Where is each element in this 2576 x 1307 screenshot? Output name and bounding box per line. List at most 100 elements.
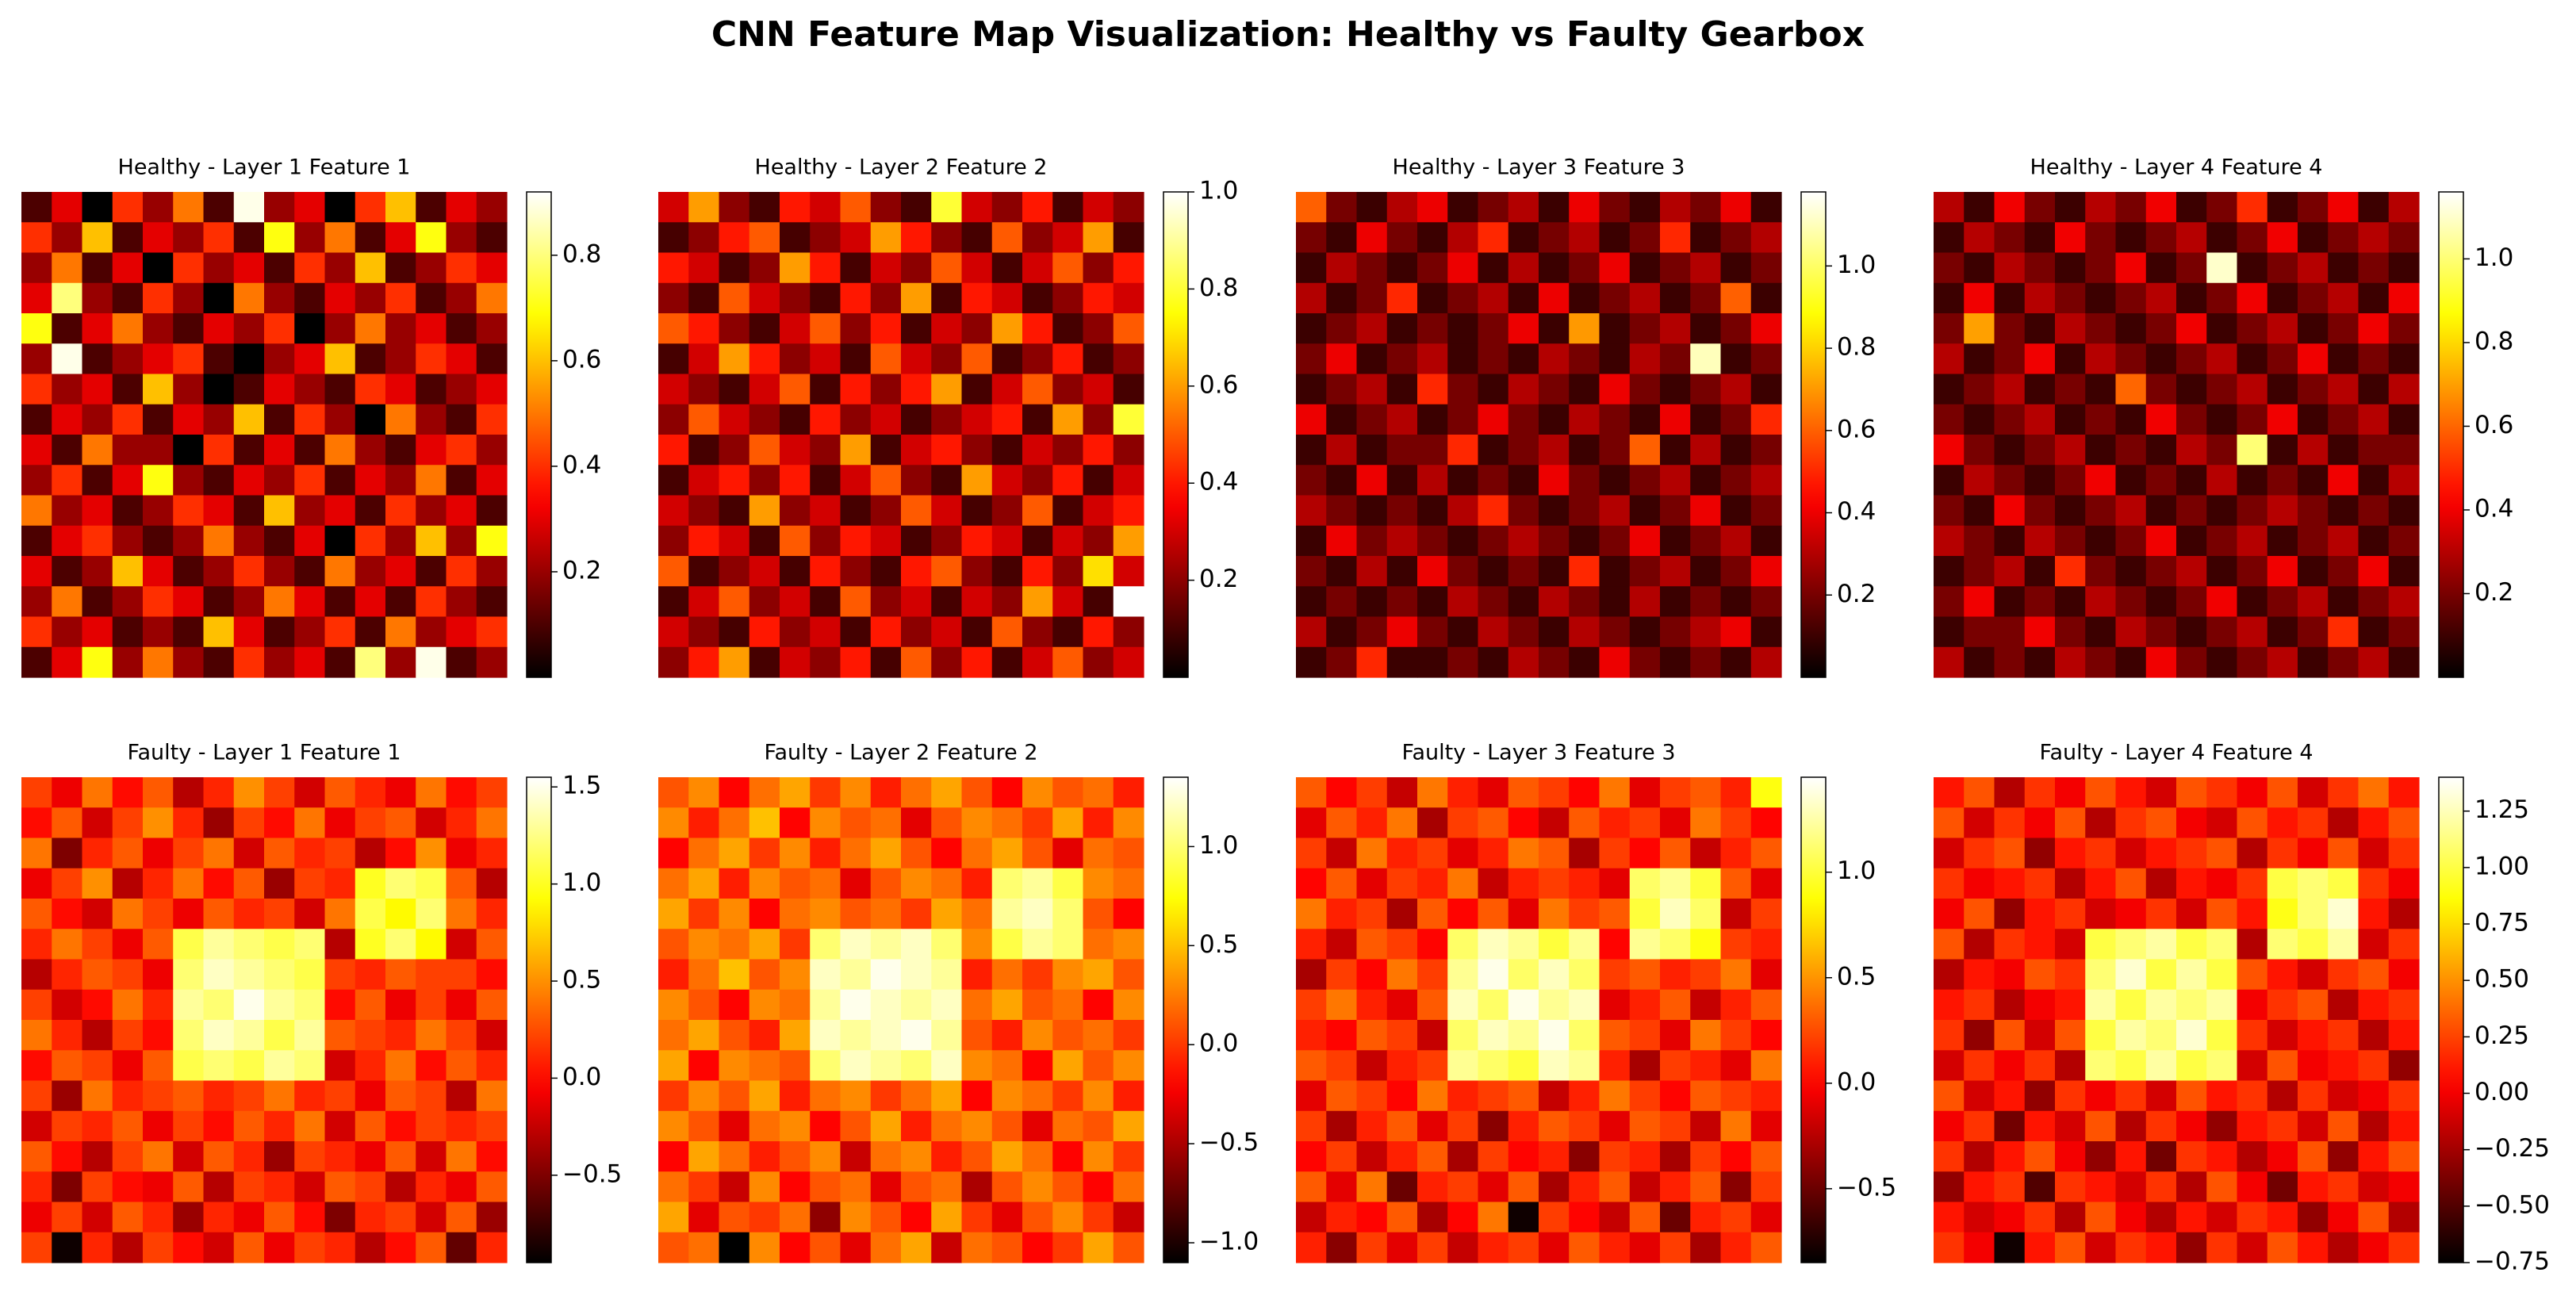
- heatmap-cell: [21, 435, 52, 466]
- heatmap-cell: [991, 525, 1023, 557]
- heatmap-cell: [2145, 282, 2177, 314]
- heatmap-cell: [780, 1171, 811, 1203]
- heatmap-cell: [810, 837, 841, 869]
- heatmap-cell: [2298, 586, 2329, 618]
- heatmap-cell: [355, 252, 386, 284]
- heatmap-cell: [1934, 1141, 1965, 1172]
- heatmap-cell: [385, 192, 416, 223]
- colorbar-tick-label: −0.5: [1199, 1129, 1259, 1157]
- heatmap-cell: [2115, 959, 2147, 991]
- heatmap-cell: [688, 1202, 720, 1233]
- heatmap-cell: [2115, 1050, 2147, 1082]
- heatmap-cell: [810, 1110, 841, 1142]
- heatmap-cell: [961, 1171, 993, 1203]
- heatmap-cell: [1022, 192, 1053, 223]
- heatmap-cell: [1750, 837, 1782, 869]
- heatmap-cell: [1052, 1171, 1084, 1203]
- heatmap-cell: [1720, 343, 1752, 375]
- heatmap-cell: [233, 404, 265, 435]
- heatmap-cell: [931, 495, 963, 527]
- heatmap-cell: [355, 1141, 386, 1172]
- heatmap-cell: [1296, 899, 1327, 929]
- heatmap-cell: [476, 899, 508, 929]
- heatmap-cell: [2176, 1020, 2207, 1051]
- heatmap-cell: [901, 586, 932, 618]
- heatmap-cell: [1690, 899, 1722, 929]
- heatmap-cell: [1296, 282, 1327, 314]
- heatmap-cell: [1660, 1110, 1691, 1142]
- heatmap-cell: [416, 1080, 447, 1112]
- heatmap-cell: [233, 807, 265, 839]
- heatmap-cell: [203, 1202, 235, 1233]
- heatmap-cell: [1690, 374, 1722, 405]
- heatmap-cell: [2085, 252, 2117, 284]
- heatmap-cell: [476, 1232, 508, 1263]
- heatmap-cell: [446, 586, 477, 618]
- heatmap-cell: [2237, 929, 2268, 960]
- heatmap-cell: [2388, 777, 2420, 808]
- heatmap-cell: [991, 343, 1023, 375]
- heatmap-cell: [870, 1232, 902, 1263]
- heatmap-cell: [2055, 1202, 2086, 1233]
- heatmap-cell: [2115, 1080, 2147, 1112]
- heatmap-cell: [385, 616, 416, 648]
- panel-title: Faulty - Layer 1 Feature 1: [127, 741, 401, 765]
- heatmap-cell: [21, 1080, 52, 1112]
- heatmap-cell: [324, 1080, 356, 1112]
- heatmap-cell: [2176, 868, 2207, 899]
- heatmap-cell: [355, 899, 386, 929]
- heatmap-cell: [1934, 252, 1965, 284]
- heatmap-cell: [1478, 616, 1509, 648]
- heatmap-cell: [1629, 465, 1661, 496]
- heatmap-cell: [2024, 222, 2056, 254]
- heatmap-cell: [870, 837, 902, 869]
- heatmap-cell: [1052, 192, 1084, 223]
- heatmap-cell: [658, 868, 689, 899]
- heatmap-cell: [1690, 929, 1722, 960]
- heatmap-cell: [143, 777, 174, 808]
- heatmap-cell: [749, 192, 780, 223]
- heatmap-cell: [870, 313, 902, 344]
- heatmap-cell: [1356, 646, 1388, 678]
- colorbar-tick-label: 0.6: [1837, 415, 1876, 443]
- heatmap-cell: [2388, 404, 2420, 435]
- colorbar-tick-label: 0.8: [562, 240, 601, 268]
- heatmap-cell: [1690, 868, 1722, 899]
- heatmap-cell: [719, 556, 750, 587]
- heatmap-cell: [2267, 192, 2298, 223]
- heatmap-cell: [1296, 222, 1327, 254]
- heatmap-cell: [203, 868, 235, 899]
- heatmap-cell: [1386, 929, 1418, 960]
- heatmap-cell: [688, 556, 720, 587]
- heatmap-cell: [21, 899, 52, 929]
- heatmap-cell: [688, 465, 720, 496]
- heatmap-cell: [2267, 1141, 2298, 1172]
- heatmap-cell: [1934, 343, 1965, 375]
- heatmap-cell: [1994, 435, 2026, 466]
- heatmap-cell: [173, 313, 205, 344]
- heatmap-cell: [1720, 556, 1752, 587]
- heatmap-cell: [2024, 646, 2056, 678]
- heatmap-cell: [203, 646, 235, 678]
- heatmap-cell: [2298, 282, 2329, 314]
- heatmap-cell: [1478, 646, 1509, 678]
- heatmap-cell: [1934, 807, 1965, 839]
- heatmap-cell: [1052, 404, 1084, 435]
- heatmap-cell: [1083, 1232, 1114, 1263]
- heatmap-cell: [2388, 313, 2420, 344]
- heatmap-cell: [1386, 282, 1418, 314]
- heatmap-cell: [1296, 989, 1327, 1021]
- heatmap-cell: [21, 465, 52, 496]
- heatmap-cell: [1934, 495, 1965, 527]
- heatmap-cell: [294, 556, 326, 587]
- heatmap-cell: [688, 646, 720, 678]
- heatmap-cell: [719, 868, 750, 899]
- heatmap-cell: [1447, 1080, 1479, 1112]
- heatmap-cell: [2298, 1141, 2329, 1172]
- heatmap-cell: [385, 777, 416, 808]
- heatmap-cell: [2358, 989, 2390, 1021]
- colorbar: [2438, 191, 2464, 678]
- heatmap-cell: [810, 807, 841, 839]
- heatmap-cell: [2055, 252, 2086, 284]
- heatmap-cell: [1964, 807, 1995, 839]
